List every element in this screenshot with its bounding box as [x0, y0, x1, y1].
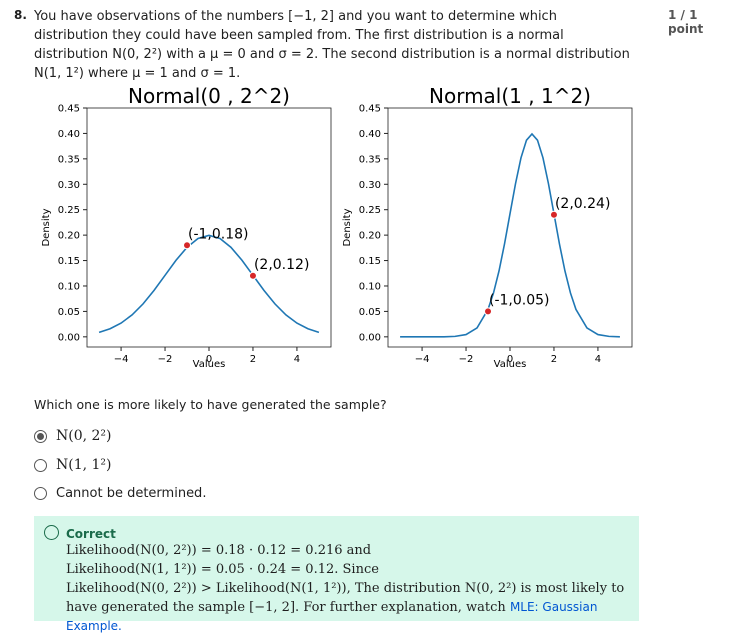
- x-tick-label: −2: [459, 354, 474, 365]
- option[interactable]: Cannot be determined.: [34, 486, 206, 501]
- y-tick-label: 0.35: [359, 154, 381, 165]
- y-tick-label: 0.30: [58, 180, 80, 191]
- feedback-line: Likelihood(N(0, 2²)) > Likelihood(N(1, 1…: [66, 579, 627, 636]
- y-tick-label: 0.20: [58, 231, 80, 242]
- y-tick-label: 0.15: [58, 256, 80, 267]
- y-tick-label: 0.25: [359, 205, 381, 216]
- point: [549, 210, 558, 219]
- y-tick-label: 0.45: [359, 104, 381, 115]
- y-axis-label: Density: [41, 208, 52, 246]
- option-label: Cannot be determined.: [56, 486, 207, 501]
- question-text: You have observations of the numbers [−1…: [34, 9, 630, 81]
- x-tick-label: 4: [294, 354, 300, 365]
- y-axis-label: Density: [342, 208, 353, 246]
- point-label: (2,0.12): [254, 257, 309, 273]
- chart-title: Normal(1 , 1^2): [429, 84, 591, 108]
- y-tick-label: 0.35: [58, 154, 80, 165]
- x-tick-label: −4: [415, 354, 430, 365]
- prompt: Which one is more likely to have generat…: [34, 397, 387, 412]
- option[interactable]: N(0, 2²): [34, 428, 112, 444]
- x-tick-label: 2: [250, 354, 256, 365]
- point-label: (-1,0.05): [489, 292, 550, 308]
- x-tick-label: 2: [551, 354, 557, 365]
- feedback-status: Correct: [66, 527, 116, 541]
- feedback: Correct Likelihood(N(0, 2²)) = 0.18 · 0.…: [34, 516, 639, 633]
- point: [248, 271, 257, 280]
- point-label: (2,0.24): [555, 196, 610, 212]
- feedback-line: Likelihood(N(0, 2²)) = 0.18 · 0.12 = 0.2…: [66, 543, 372, 558]
- x-tick-label: 0: [206, 354, 212, 365]
- chart-title: Normal(0 , 2^2): [128, 84, 290, 108]
- y-tick-label: 0.00: [359, 332, 381, 343]
- point-label: (-1,0.18): [188, 226, 249, 242]
- y-tick-label: 0.10: [58, 281, 80, 292]
- x-tick-label: 4: [595, 354, 601, 365]
- x-tick-label: −2: [158, 354, 173, 365]
- plot-frame: [387, 107, 633, 348]
- x-axis-label: Values: [494, 359, 527, 370]
- y-tick-label: 0.45: [58, 104, 80, 115]
- radio[interactable]: [34, 429, 47, 443]
- radio[interactable]: [34, 458, 47, 472]
- y-tick-label: 0.00: [58, 332, 80, 343]
- y-tick-label: 0.30: [359, 180, 381, 191]
- y-tick-label: 0.10: [359, 281, 381, 292]
- feedback-text: Likelihood(N(0, 2²)) > Likelihood(N(1, 1…: [66, 581, 625, 615]
- point: [484, 307, 493, 316]
- y-tick-label: 0.05: [58, 307, 80, 318]
- check-icon: [44, 525, 59, 540]
- radio[interactable]: [34, 487, 47, 500]
- density-curve: [400, 132, 620, 338]
- y-tick-label: 0.25: [58, 205, 80, 216]
- option[interactable]: N(1, 1²): [34, 457, 112, 473]
- point: [183, 241, 192, 250]
- question-number: 8.: [14, 8, 27, 22]
- y-tick-label: 0.40: [359, 129, 381, 140]
- y-tick-label: 0.20: [359, 231, 381, 242]
- y-tick-label: 0.40: [58, 129, 80, 140]
- x-axis-label: Values: [193, 359, 226, 370]
- charts: Normal(0 , 2^2) 0.00 0.05 0.10 0.15 0.20 0.25 0…: [41, 84, 633, 370]
- density-curve: [98, 234, 320, 334]
- option-label: N(0, 2²): [56, 428, 112, 444]
- feedback-line: Likelihood(N(1, 1²)) = 0.05 · 0.24 = 0.1…: [66, 562, 379, 577]
- score: 1 / 1 point: [668, 8, 704, 36]
- page: 8. You have observations of the numbers …: [0, 0, 729, 615]
- x-tick-label: −4: [114, 354, 129, 365]
- x-tick-label: 0: [507, 354, 513, 365]
- option-label: N(1, 1²): [56, 457, 112, 473]
- y-tick-label: 0.05: [359, 307, 381, 318]
- y-tick-label: 0.15: [359, 256, 381, 267]
